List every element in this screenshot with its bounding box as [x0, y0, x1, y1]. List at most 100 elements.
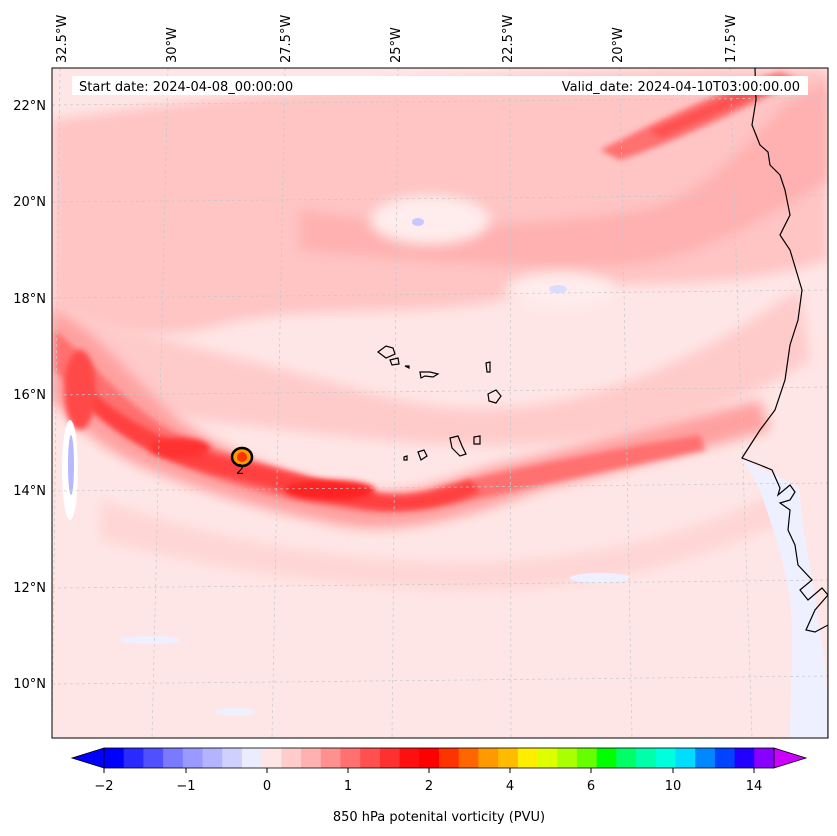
lon-label-32-5w: 32.5°W — [55, 15, 70, 63]
island-sao-vicente — [389, 357, 400, 366]
colorbar-segment — [557, 748, 578, 768]
lat-label-18n: 18°N — [13, 292, 46, 307]
lat-label-12n: 12°N — [13, 581, 46, 596]
start-date-text: Start date: 2024-04-08_00:00:00 — [79, 80, 293, 95]
lon-label-17-5w: 17.5°W — [724, 15, 739, 63]
header-box — [72, 76, 808, 95]
lat-label-20n: 20°N — [13, 195, 46, 210]
colorbar-segment — [419, 748, 440, 768]
colorbar-segment — [399, 748, 420, 768]
colorbar-segment — [182, 748, 204, 768]
colorbar: −2 −1 0 1 2 4 6 10 14 850 hPa potenital … — [70, 747, 808, 825]
colorbar-segment — [261, 748, 282, 768]
colorbar-segment — [379, 748, 401, 768]
colorbar-segment — [616, 748, 637, 768]
colorbar-tick-labels: −2 −1 0 1 2 4 6 10 14 — [94, 779, 762, 794]
cb-tick-label: 2 — [425, 779, 433, 794]
lat-label-14n: 14°N — [13, 484, 46, 499]
pv-band-south — [100, 490, 790, 590]
island-fogo — [417, 449, 428, 461]
colorbar-segment — [576, 748, 598, 768]
island-sal — [485, 361, 491, 373]
colorbar-segment — [675, 748, 696, 768]
cb-tick-label: 0 — [263, 779, 271, 794]
island-santo-antao — [377, 345, 396, 359]
pv-south-negative-1 — [570, 573, 630, 583]
lat-label-16n: 16°N — [13, 388, 46, 403]
pv-core-patch-2 — [150, 438, 210, 458]
pv-band-north-inner — [300, 80, 828, 267]
cape-verde-islands — [377, 345, 502, 461]
colorbar-label: 850 hPa potenital vorticity (PVU) — [333, 810, 545, 825]
island-boa-vista — [487, 389, 502, 404]
colorbar-segment — [439, 748, 460, 768]
colorbar-segment — [537, 748, 558, 768]
pv-south-negative-3 — [215, 708, 255, 716]
island-santiago — [449, 435, 467, 457]
cb-tick-label: 14 — [746, 779, 763, 794]
colorbar-segment — [636, 748, 657, 768]
island-santa-luzia — [404, 365, 410, 369]
colorbar-segment — [655, 748, 677, 768]
map-panel: 2 — [52, 68, 828, 738]
lat-label-10n: 10°N — [13, 677, 46, 692]
colorbar-segment — [517, 748, 539, 768]
pv-band-middle — [52, 290, 810, 446]
pv-land-africa — [742, 458, 828, 738]
colorbar-segments — [104, 748, 775, 768]
lon-label-20w: 20°W — [611, 27, 626, 63]
lat-label-22n: 22°N — [13, 99, 46, 114]
cb-tick-label: −2 — [94, 779, 113, 794]
pv-maximum-feature: 2 — [230, 446, 254, 478]
pv-contour-label: 2 — [236, 463, 244, 478]
pv-core-patch-1 — [285, 480, 375, 500]
pv-core-patch-3 — [64, 350, 96, 430]
colorbar-segment — [734, 748, 755, 768]
colorbar-segment — [498, 748, 519, 768]
lon-label-27-5w: 27.5°W — [279, 15, 294, 63]
cb-tick-label: −1 — [176, 779, 195, 794]
colorbar-segment — [104, 748, 125, 768]
colorbar-extend-max — [773, 747, 808, 769]
pv-light-patch-1 — [370, 195, 490, 245]
colorbar-segment — [320, 748, 342, 768]
lon-label-30w: 30°W — [165, 27, 180, 63]
colorbar-segment — [202, 748, 223, 768]
colorbar-segment — [458, 748, 480, 768]
island-brava — [403, 455, 408, 461]
cb-tick-label: 4 — [506, 779, 514, 794]
colorbar-segment — [143, 748, 164, 768]
pv-field — [52, 68, 828, 738]
graticule — [52, 68, 828, 738]
pv-negative-blob-1 — [412, 218, 424, 226]
colorbar-segment — [714, 748, 736, 768]
cb-tick-label: 10 — [665, 779, 682, 794]
colorbar-segment — [241, 748, 263, 768]
colorbar-frame — [103, 747, 775, 769]
colorbar-ticks — [103, 768, 755, 773]
colorbar-segment — [478, 748, 499, 768]
colorbar-segment — [123, 748, 145, 768]
lon-label-22-5w: 22.5°W — [501, 15, 516, 63]
pv-west-negative-strip — [68, 435, 74, 495]
island-maio — [473, 435, 481, 445]
colorbar-segment — [340, 748, 361, 768]
colorbar-segment — [281, 748, 302, 768]
colorbar-segment — [301, 748, 322, 768]
longitude-labels: 32.5°W 30°W 27.5°W 25°W 22.5°W 20°W 17.5… — [55, 15, 739, 63]
lon-label-25w: 25°W — [389, 27, 404, 63]
cb-tick-label: 6 — [587, 779, 595, 794]
island-sao-nicolau — [419, 371, 440, 379]
latitude-labels: 22°N 20°N 18°N 16°N 14°N 12°N 10°N — [13, 99, 46, 692]
african-coastline — [741, 68, 828, 738]
valid-date-text: Valid_date: 2024-04-10T03:00:00.00 — [562, 80, 800, 95]
cb-tick-label: 1 — [344, 779, 352, 794]
colorbar-extend-min — [70, 747, 105, 769]
colorbar-segment — [754, 748, 775, 768]
pv-negative-blob-2 — [549, 285, 567, 293]
colorbar-segment — [596, 748, 617, 768]
colorbar-segment — [222, 748, 243, 768]
pv-south-negative-2 — [120, 636, 180, 644]
colorbar-segment — [695, 748, 716, 768]
